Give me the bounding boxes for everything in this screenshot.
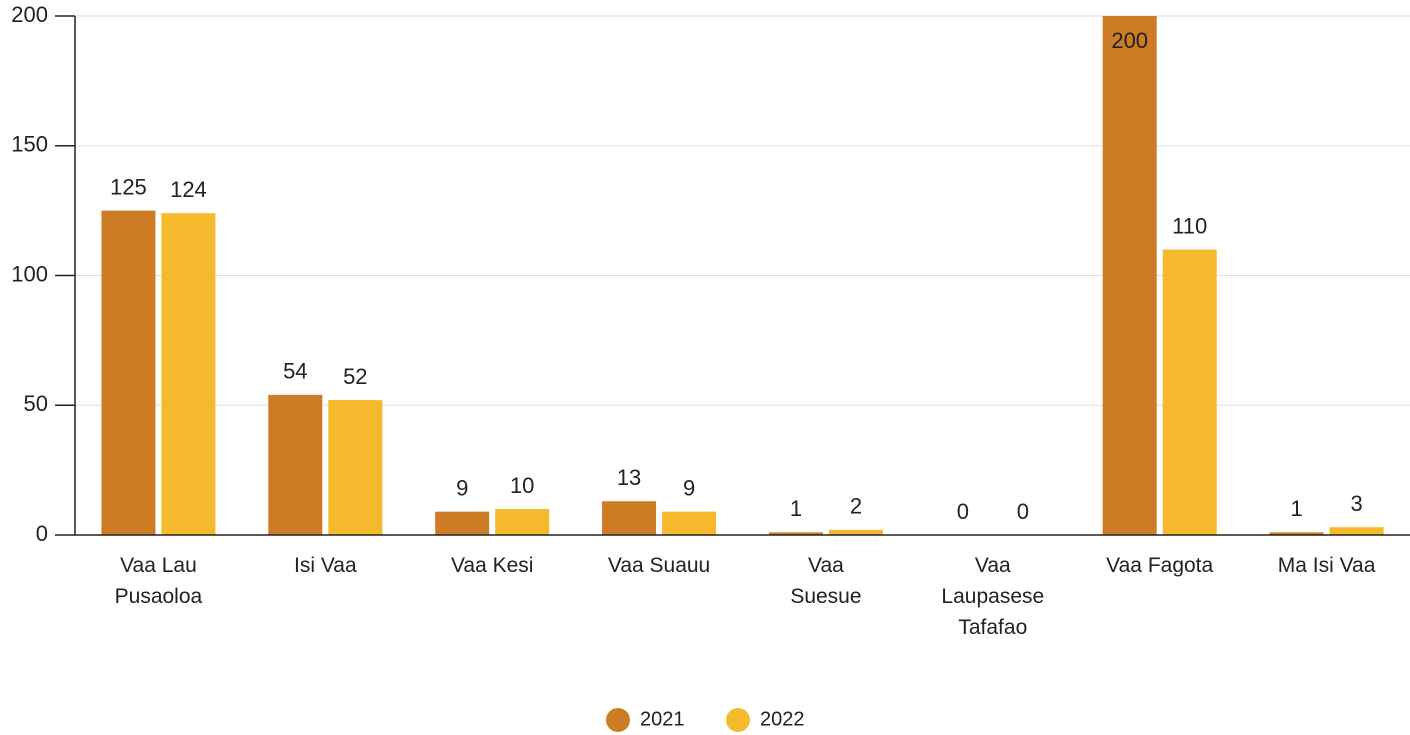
value-label: 125 [110, 174, 147, 199]
bar [1162, 249, 1217, 536]
value-label: 13 [617, 465, 641, 490]
bar [1329, 527, 1384, 535]
bar [768, 532, 823, 535]
value-label: 9 [456, 475, 468, 500]
bar [161, 213, 216, 535]
legend-label: 2021 [640, 708, 685, 730]
value-label: 110 [1172, 213, 1207, 238]
y-tick-label: 100 [11, 261, 48, 286]
bar [828, 529, 883, 535]
value-label: 9 [683, 475, 695, 500]
value-label: 54 [283, 359, 307, 384]
x-tick-label: Vaa Laupasese Tafafao [941, 554, 1045, 639]
legend-label: 2022 [760, 708, 805, 730]
value-label: 200 [1111, 28, 1148, 53]
value-label: 0 [1017, 499, 1029, 524]
bar [495, 509, 550, 535]
value-label: 124 [170, 177, 207, 202]
value-label: 0 [957, 499, 969, 524]
x-tick-label: Vaa Suesue [790, 554, 862, 608]
bar [602, 501, 657, 535]
value-label: 52 [343, 364, 367, 389]
bar [268, 394, 323, 535]
bar [328, 400, 383, 535]
bar [1269, 532, 1324, 535]
bar [1102, 16, 1157, 535]
y-tick-label: 0 [36, 521, 48, 546]
legend-swatch [726, 708, 750, 732]
bar [662, 511, 717, 535]
x-tick-label: Vaa Fagota [1106, 554, 1214, 577]
x-tick-label: Isi Vaa [293, 554, 357, 577]
x-tick-label: Vaa Suauu [607, 554, 711, 577]
legend-swatch [606, 708, 630, 732]
y-tick-label: 150 [11, 132, 48, 157]
value-label: 3 [1350, 491, 1362, 516]
value-label: 1 [790, 496, 802, 521]
x-tick-label: Vaa Lau Pusaoloa [114, 554, 203, 608]
value-label: 1 [1290, 496, 1302, 521]
bar [435, 511, 490, 535]
value-label: 2 [850, 494, 862, 519]
x-tick-label: Vaa Kesi [450, 554, 534, 577]
y-tick-label: 50 [24, 391, 48, 416]
bar [101, 210, 156, 535]
value-label: 10 [510, 473, 534, 498]
x-tick-label: Ma Isi Vaa [1277, 554, 1376, 577]
y-tick-label: 200 [11, 2, 48, 27]
